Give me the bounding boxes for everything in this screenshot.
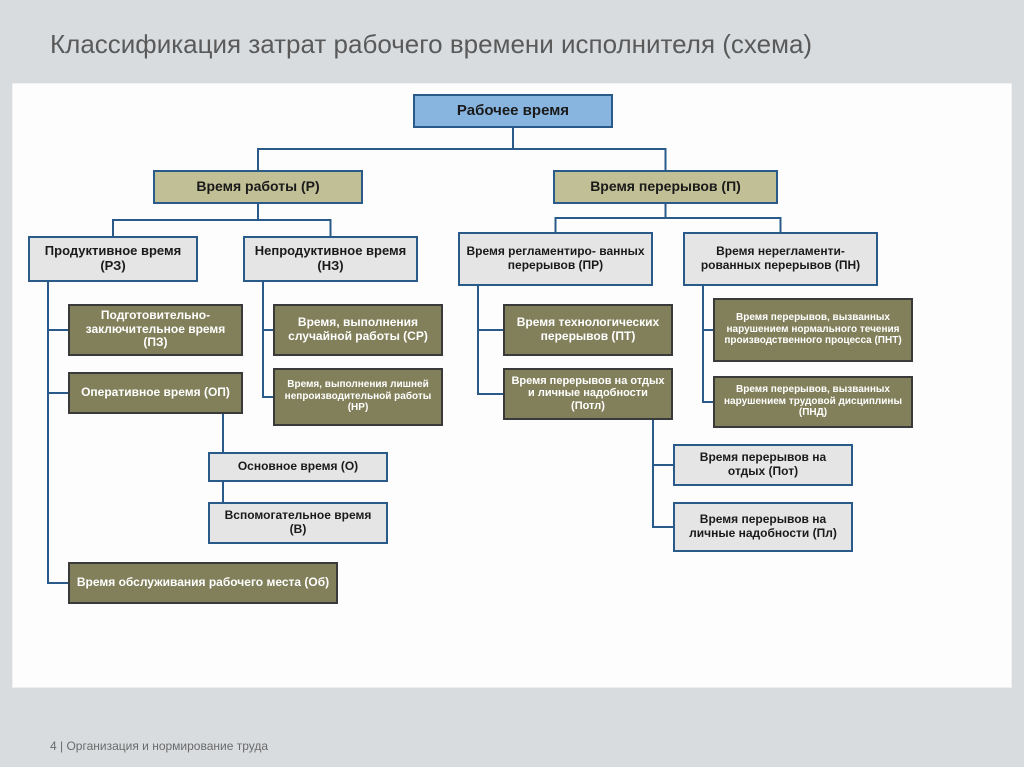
node-PT: Время технологических перерывов (ПТ): [503, 304, 673, 356]
node-Pot: Время перерывов на отдых (Пот): [673, 444, 853, 486]
node-SR: Время, выполнения случайной работы (СР): [273, 304, 443, 356]
node-RZ: Продуктивное время (РЗ): [28, 236, 198, 282]
node-NZ: Непродуктивное время (НЗ): [243, 236, 418, 282]
node-Ob: Время обслуживания рабочего места (Об): [68, 562, 338, 604]
node-PND: Время перерывов, вызванных нарушением тр…: [713, 376, 913, 428]
node-OP: Оперативное время (ОП): [68, 372, 243, 414]
node-O: Основное время (О): [208, 452, 388, 482]
node-PN: Время нерегламенти- рованных перерывов (…: [683, 232, 878, 286]
node-Pi: Время перерывов (П): [553, 170, 778, 204]
node-V: Вспомогательное время (В): [208, 502, 388, 544]
node-PNT: Время перерывов, вызванных нарушением но…: [713, 298, 913, 362]
node-NR: Время, выполнения лишней непроизводитель…: [273, 368, 443, 426]
diagram-canvas: Рабочее время Время работы (Р) Время перер…: [12, 83, 1012, 688]
node-root: Рабочее время: [413, 94, 613, 128]
title-area: Классификация затрат рабочего времени ис…: [0, 0, 1024, 83]
node-PR: Время регламентиро- ванных перерывов (ПР…: [458, 232, 653, 286]
page-title: Классификация затрат рабочего времени ис…: [50, 28, 974, 61]
node-PZ: Подготовительно-заключительное время (ПЗ…: [68, 304, 243, 356]
node-Pl: Время перерывов на личные надобности (Пл…: [673, 502, 853, 552]
footer: 4 | Организация и нормирование труда: [50, 739, 268, 753]
node-Potl: Время перерывов на отдых и личные надобн…: [503, 368, 673, 420]
node-P: Время работы (Р): [153, 170, 363, 204]
